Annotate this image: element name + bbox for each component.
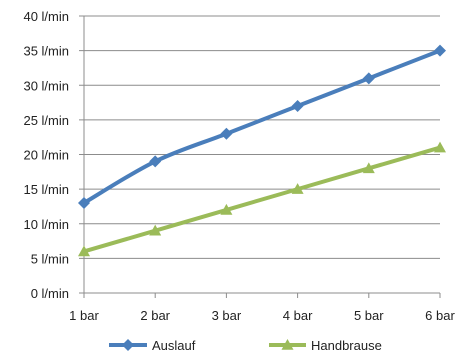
x-tick-label: 2 bar	[140, 308, 170, 323]
data-point	[220, 203, 233, 215]
gridlines	[84, 15, 440, 259]
x-tick-label: 6 bar	[425, 308, 455, 323]
x-tick-label: 3 bar	[212, 308, 242, 323]
y-axis-ticks: 0 l/min 5 l/min 10 l/min 15 l/min 20 l/min 25…	[23, 9, 69, 301]
data-point	[149, 155, 162, 168]
legend-label: Auslauf	[152, 338, 196, 353]
series-line	[83, 145, 441, 254]
y-tick-label: 10 l/min	[23, 217, 69, 232]
data-point	[78, 245, 90, 257]
x-tick-label: 4 bar	[283, 308, 313, 323]
x-tick-label: 1 bar	[69, 308, 99, 323]
y-tick-label: 0 l/min	[31, 286, 69, 301]
y-tick-label: 25 l/min	[23, 113, 69, 128]
legend-marker	[281, 339, 294, 350]
legend-label: Handbrause	[311, 338, 382, 353]
y-tick-label: 5 l/min	[31, 251, 69, 266]
data-point	[434, 141, 446, 153]
x-tick-label: 5 bar	[354, 308, 384, 323]
legend-marker	[122, 339, 134, 351]
axes	[79, 15, 441, 298]
legend-item-handbrause: Handbrause	[269, 338, 382, 353]
legend: Auslauf Handbrause	[109, 338, 382, 353]
data-point	[291, 100, 304, 113]
data-point	[149, 224, 162, 236]
series-auslauf	[78, 44, 446, 209]
data-point	[362, 162, 375, 174]
series-line	[82, 48, 441, 205]
data-point	[78, 196, 90, 209]
series-layer	[78, 44, 446, 257]
data-point	[434, 44, 446, 57]
data-point	[362, 72, 375, 85]
y-tick-label: 20 l/min	[23, 148, 69, 163]
y-tick-label: 15 l/min	[23, 182, 69, 197]
series-handbrause	[78, 141, 446, 257]
legend-item-auslauf: Auslauf	[109, 338, 196, 353]
y-tick-label: 30 l/min	[23, 78, 69, 93]
y-tick-label: 35 l/min	[23, 44, 69, 59]
data-point	[220, 127, 233, 140]
y-tick-label: 40 l/min	[23, 9, 69, 24]
x-axis-ticks: 1 bar 2 bar 3 bar 4 bar 5 bar 6 bar	[69, 308, 455, 323]
data-point	[291, 183, 304, 194]
